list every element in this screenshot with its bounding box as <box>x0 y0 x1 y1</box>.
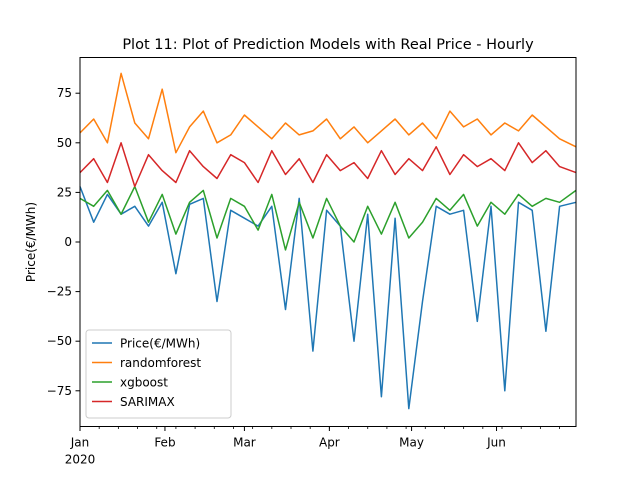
y-tick-label: 25 <box>57 185 72 199</box>
y-tick-label: 0 <box>64 235 72 249</box>
series-line-price-mwh <box>79 186 577 410</box>
y-axis: 75 50 25 0 −25 −50 −75 <box>47 86 80 398</box>
x-tick-sublabel: 2020 <box>65 453 96 467</box>
x-axis: Jan 2020 Feb Mar Apr May Jun <box>65 426 560 467</box>
legend: Price(€/MWh) randomforest xgboost SARIMAX <box>85 329 232 419</box>
x-tick-label: Mar <box>233 436 256 450</box>
y-tick-label: −75 <box>47 384 72 398</box>
y-tick-label: −25 <box>47 285 72 299</box>
x-tick-label: Feb <box>154 436 175 450</box>
series-line-randomforest <box>79 72 577 154</box>
series-layer <box>79 72 577 410</box>
legend-label: SARIMAX <box>120 395 175 409</box>
chart-title: Plot 11: Plot of Prediction Models with … <box>122 37 534 53</box>
y-tick-label: 75 <box>57 86 72 100</box>
y-tick-label: −50 <box>47 334 72 348</box>
legend-label: Price(€/MWh) <box>120 337 200 351</box>
x-tick-label: May <box>399 436 424 450</box>
x-tick-label: Jan <box>70 436 90 450</box>
series-line-sarimax <box>79 142 577 188</box>
legend-box <box>85 329 232 419</box>
legend-label: xgboost <box>120 376 168 390</box>
series-line-xgboost <box>79 185 577 251</box>
x-tick-label: Jun <box>486 436 506 450</box>
x-tick-label: Apr <box>319 436 340 450</box>
y-tick-label: 50 <box>57 136 72 150</box>
y-axis-label: Price(€/MWh) <box>24 202 38 282</box>
legend-label: randomforest <box>120 356 201 370</box>
